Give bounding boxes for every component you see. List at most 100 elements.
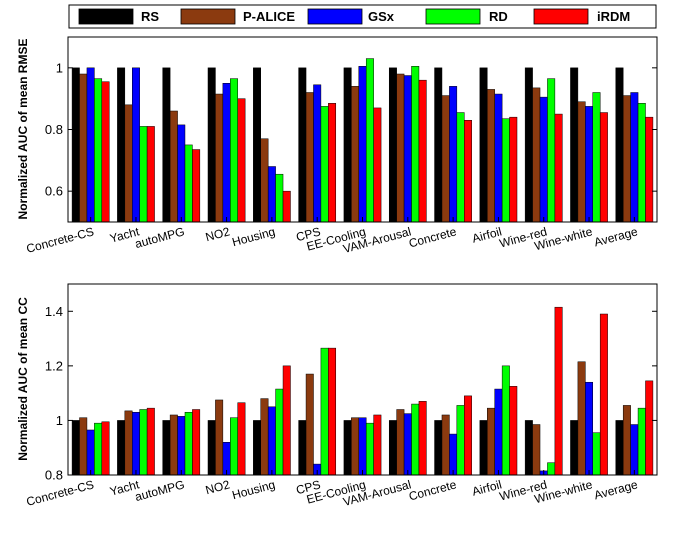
bar-cc-average-p-alice <box>622 405 631 476</box>
bar-cc-concrete-irdm <box>464 395 472 476</box>
bar-cc-wine-red-rd <box>547 462 556 476</box>
bar-cc-concrete-p-alice <box>441 414 450 476</box>
bar-cc-cps-p-alice <box>305 373 314 476</box>
bar-rmse-airfoil-irdm <box>509 116 518 223</box>
cc-y-axis: 0.8 1 1.2 1.4 <box>45 304 657 483</box>
bar-cc-housing-gsx <box>267 406 276 476</box>
bar-rmse-average-rs <box>615 67 624 223</box>
bar-cc-wine-white-irdm <box>599 313 608 476</box>
bar-cc-no2-rd <box>230 417 238 476</box>
bar-cc-vam-arousal-rs <box>388 420 397 476</box>
bar-rmse-vam-arousal-p-alice <box>396 73 405 223</box>
bar-rmse-autompg-gsx <box>177 124 186 223</box>
rmse-y-axis: 0.6 0.8 1 <box>45 60 657 199</box>
bar-rmse-average-irdm <box>645 116 654 223</box>
cc-y-axis-label: Normalized AUC of mean CC <box>16 297 30 461</box>
bar-cc-autompg-rs <box>162 420 171 476</box>
legend-item-irdm: iRDM <box>533 8 630 25</box>
bar-cc-wine-white-rd <box>592 432 601 476</box>
bar-cc-yacht-rs <box>117 420 126 476</box>
bar-rmse-autompg-irdm <box>192 149 201 223</box>
bar-rmse-wine-white-rs <box>570 67 579 223</box>
bar-rmse-housing-gsx <box>267 166 276 223</box>
legend-swatch-p-alice <box>180 8 236 25</box>
bar-rmse-concrete-cs-irdm <box>101 81 110 223</box>
bar-rmse-ee-cooling-rd <box>365 58 374 223</box>
bar-rmse-no2-irdm <box>237 98 246 223</box>
legend-label-gsx: GSx <box>368 9 395 24</box>
bar-rmse-average-gsx <box>630 92 639 223</box>
x-tick-label-rmse-no2: NO2 <box>204 224 232 244</box>
bar-rmse-ee-cooling-rs <box>343 67 352 223</box>
bar-rmse-yacht-gsx <box>132 67 140 223</box>
bar-rmse-concrete-p-alice <box>441 95 450 223</box>
bar-cc-yacht-irdm <box>146 407 155 476</box>
legend-swatch-gsx <box>307 8 363 25</box>
bar-rmse-autompg-rs <box>162 67 171 223</box>
bar-rmse-average-rd <box>637 103 646 223</box>
bar-rmse-concrete-cs-rs <box>71 67 80 223</box>
bar-cc-yacht-p-alice <box>124 410 133 476</box>
y-tick-label-rmse-0-8: 0.8 <box>45 122 63 137</box>
bar-cc-housing-p-alice <box>260 398 269 476</box>
bar-cc-no2-rs <box>207 420 216 476</box>
bar-rmse-no2-rd <box>230 78 238 223</box>
legend-swatch-irdm <box>533 8 589 25</box>
bar-cc-wine-white-gsx <box>585 381 594 476</box>
bar-cc-cps-rd <box>320 347 329 476</box>
bar-cc-housing-rd <box>275 388 284 476</box>
bar-cc-autompg-gsx <box>177 416 186 476</box>
bar-cc-ee-cooling-rs <box>343 420 352 476</box>
rmse-y-axis-label: Normalized AUC of mean RMSE <box>16 39 30 220</box>
bar-cc-concrete-cs-rs <box>71 420 80 476</box>
legend: RS P-ALICE GSx RD iRDM <box>68 4 657 29</box>
bar-cc-yacht-rd <box>139 409 148 476</box>
bar-cc-airfoil-rd <box>501 365 510 476</box>
bar-cc-concrete-cs-gsx <box>86 429 95 476</box>
bar-rmse-wine-white-irdm <box>599 112 608 223</box>
legend-label-p-alice: P-ALICE <box>243 9 295 24</box>
bar-cc-concrete-cs-rd <box>94 422 103 476</box>
bar-rmse-wine-red-gsx <box>539 96 548 223</box>
bar-rmse-average-p-alice <box>622 95 631 223</box>
bar-cc-average-gsx <box>630 424 639 476</box>
bar-rmse-concrete-irdm <box>464 120 472 223</box>
bar-cc-no2-irdm <box>237 402 246 476</box>
bar-cc-autompg-rd <box>184 411 193 476</box>
bar-rmse-housing-rs <box>253 67 261 223</box>
legend-swatch-rd <box>425 8 481 25</box>
bar-rmse-airfoil-rd <box>501 118 510 223</box>
bar-cc-concrete-cs-p-alice <box>79 417 88 476</box>
bar-cc-no2-p-alice <box>215 399 224 476</box>
bar-rmse-cps-p-alice <box>305 92 314 223</box>
bar-rmse-cps-irdm <box>328 103 337 223</box>
bar-rmse-autompg-p-alice <box>169 110 178 223</box>
bar-rmse-concrete-rs <box>434 67 443 223</box>
bar-rmse-no2-rs <box>207 67 216 223</box>
bar-rmse-concrete-cs-p-alice <box>79 73 88 223</box>
bar-cc-average-rs <box>615 420 624 476</box>
bar-cc-airfoil-gsx <box>494 388 503 476</box>
y-tick-label-rmse-0-6: 0.6 <box>45 184 63 199</box>
x-tick-label-cc-cps: CPS <box>294 477 321 497</box>
bar-cc-wine-red-rs <box>524 420 533 476</box>
legend-item-gsx: GSx <box>307 8 395 25</box>
x-tick-label-cc-no2: NO2 <box>204 477 232 497</box>
bar-cc-vam-arousal-p-alice <box>396 409 405 476</box>
bar-cc-concrete-gsx <box>449 433 458 476</box>
bar-cc-average-irdm <box>645 380 654 476</box>
legend-item-rd: RD <box>425 8 508 25</box>
bar-cc-concrete-cs-irdm <box>101 421 110 476</box>
legend-item-p-alice: P-ALICE <box>180 8 295 25</box>
bar-cc-vam-arousal-irdm <box>418 401 427 476</box>
bar-cc-wine-red-irdm <box>554 306 563 476</box>
bar-cc-wine-white-rs <box>570 420 579 476</box>
bar-rmse-housing-rd <box>275 173 284 223</box>
bar-rmse-ee-cooling-p-alice <box>351 86 360 223</box>
bar-cc-airfoil-p-alice <box>487 407 495 476</box>
bar-rmse-vam-arousal-rs <box>388 67 397 223</box>
bar-cc-cps-irdm <box>328 347 337 476</box>
bar-rmse-wine-red-rs <box>524 67 533 223</box>
bar-rmse-wine-white-gsx <box>585 106 594 223</box>
bar-cc-airfoil-rs <box>479 420 488 476</box>
